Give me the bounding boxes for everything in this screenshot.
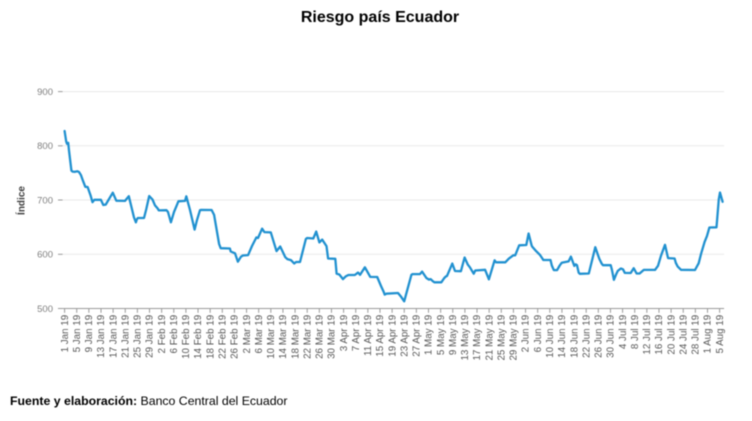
svg-text:8 Jul 19: 8 Jul 19 (630, 315, 641, 349)
svg-text:18 Mar 19: 18 Mar 19 (290, 315, 301, 359)
svg-text:14 Jun 19: 14 Jun 19 (557, 315, 568, 358)
svg-text:10 Mar 19: 10 Mar 19 (266, 315, 277, 359)
svg-text:18 Feb 19: 18 Feb 19 (205, 315, 216, 359)
svg-text:14 Feb 19: 14 Feb 19 (193, 315, 204, 359)
svg-text:21 May 19: 21 May 19 (484, 315, 495, 361)
svg-text:4 Jul 19: 4 Jul 19 (618, 315, 629, 349)
svg-text:13 May 19: 13 May 19 (460, 315, 471, 361)
svg-text:12 Jul 19: 12 Jul 19 (642, 315, 653, 355)
svg-text:10 Jun 19: 10 Jun 19 (545, 315, 556, 358)
svg-text:9 May 19: 9 May 19 (448, 315, 459, 355)
svg-text:21 Jan 19: 21 Jan 19 (120, 315, 131, 358)
svg-text:29 May 19: 29 May 19 (509, 315, 520, 361)
svg-text:1 May 19: 1 May 19 (424, 315, 435, 355)
svg-text:15 Apr 19: 15 Apr 19 (375, 315, 386, 357)
svg-text:17 Jan 19: 17 Jan 19 (108, 315, 119, 358)
svg-text:1 Aug 19: 1 Aug 19 (703, 315, 714, 354)
svg-text:10 Feb 19: 10 Feb 19 (181, 315, 192, 359)
svg-text:7 Apr 19: 7 Apr 19 (351, 315, 362, 352)
svg-text:25 Jan 19: 25 Jan 19 (133, 315, 144, 358)
svg-text:22 Mar 19: 22 Mar 19 (302, 315, 313, 359)
svg-text:800: 800 (37, 141, 53, 152)
svg-text:5 May 19: 5 May 19 (436, 315, 447, 355)
svg-text:26 Mar 19: 26 Mar 19 (315, 315, 326, 359)
svg-text:6 Feb 19: 6 Feb 19 (169, 315, 180, 354)
svg-text:2 Mar 19: 2 Mar 19 (242, 315, 253, 354)
svg-text:11 Apr 19: 11 Apr 19 (363, 315, 374, 356)
svg-text:27 Apr 19: 27 Apr 19 (412, 315, 423, 357)
svg-text:9 Jan 19: 9 Jan 19 (84, 315, 95, 353)
svg-text:29 Jan 19: 29 Jan 19 (145, 315, 156, 358)
svg-text:2 Feb 19: 2 Feb 19 (157, 315, 168, 354)
svg-text:Índice: Índice (15, 186, 28, 215)
svg-text:22 Feb 19: 22 Feb 19 (217, 315, 228, 359)
svg-text:13 Jan 19: 13 Jan 19 (96, 315, 107, 358)
svg-text:1 Jan 19: 1 Jan 19 (60, 315, 71, 353)
svg-text:6 Mar 19: 6 Mar 19 (254, 315, 265, 354)
svg-text:16 Jul 19: 16 Jul 19 (654, 315, 665, 355)
svg-text:14 Mar 19: 14 Mar 19 (278, 315, 289, 359)
svg-text:5 Jan 19: 5 Jan 19 (72, 315, 83, 353)
svg-text:900: 900 (37, 87, 53, 98)
svg-text:2 Jun 19: 2 Jun 19 (521, 315, 532, 353)
svg-text:25 May 19: 25 May 19 (496, 315, 507, 361)
svg-text:30 Mar 19: 30 Mar 19 (327, 315, 338, 359)
svg-text:5 Aug 19: 5 Aug 19 (715, 315, 726, 354)
svg-text:18 Jun 19: 18 Jun 19 (569, 315, 580, 358)
svg-text:500: 500 (37, 304, 53, 315)
svg-text:28 Jul 19: 28 Jul 19 (691, 315, 702, 355)
svg-text:26 Feb 19: 26 Feb 19 (230, 315, 241, 359)
svg-text:3 Apr 19: 3 Apr 19 (339, 315, 350, 352)
svg-text:17 May 19: 17 May 19 (472, 315, 483, 361)
svg-text:20 Jul 19: 20 Jul 19 (666, 315, 677, 355)
svg-text:22 Jun 19: 22 Jun 19 (581, 315, 592, 358)
svg-text:24 Jul 19: 24 Jul 19 (678, 315, 689, 355)
svg-text:30 Jun 19: 30 Jun 19 (606, 315, 617, 358)
svg-text:19 Apr 19: 19 Apr 19 (387, 315, 398, 357)
svg-text:6 Jun 19: 6 Jun 19 (533, 315, 544, 353)
svg-text:600: 600 (37, 250, 53, 261)
svg-text:700: 700 (37, 195, 53, 206)
svg-text:23 Apr 19: 23 Apr 19 (399, 315, 410, 357)
svg-text:26 Jun 19: 26 Jun 19 (594, 315, 605, 358)
